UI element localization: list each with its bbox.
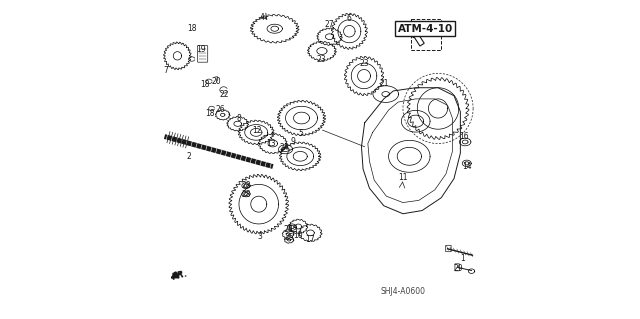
Text: 25: 25 — [284, 225, 293, 234]
Text: 18: 18 — [200, 80, 210, 89]
Text: 13: 13 — [267, 139, 276, 148]
Text: 4: 4 — [259, 13, 264, 22]
Text: 18: 18 — [187, 24, 196, 33]
Text: FR.: FR. — [170, 269, 189, 281]
Text: 15: 15 — [288, 225, 298, 234]
Text: 23: 23 — [317, 56, 326, 64]
Text: 6: 6 — [346, 14, 351, 23]
Text: 8: 8 — [236, 114, 241, 123]
FancyArrow shape — [413, 31, 424, 46]
Text: 27: 27 — [324, 20, 334, 29]
Text: 22: 22 — [220, 90, 229, 99]
Text: 23: 23 — [359, 59, 369, 68]
Text: 1: 1 — [461, 254, 465, 263]
Text: 10: 10 — [294, 231, 303, 240]
Text: 9: 9 — [291, 137, 295, 146]
Text: 16: 16 — [460, 132, 469, 141]
Text: 18: 18 — [205, 109, 214, 118]
Text: 5: 5 — [298, 130, 303, 138]
Text: 20: 20 — [211, 77, 221, 86]
Text: 7: 7 — [164, 66, 169, 75]
Text: 3: 3 — [257, 232, 262, 241]
Text: 19: 19 — [196, 45, 206, 54]
Text: 17: 17 — [306, 235, 316, 244]
Text: 21: 21 — [380, 79, 389, 88]
Text: 25: 25 — [284, 233, 294, 242]
Text: 26: 26 — [216, 105, 225, 114]
Text: 11: 11 — [398, 173, 408, 182]
Text: 29: 29 — [454, 264, 463, 273]
Text: 2: 2 — [187, 152, 191, 161]
FancyBboxPatch shape — [445, 245, 451, 252]
Text: SHJ4-A0600: SHJ4-A0600 — [380, 287, 426, 296]
Text: 28: 28 — [241, 190, 251, 199]
Text: 24: 24 — [280, 143, 289, 152]
Text: 28: 28 — [241, 181, 251, 189]
Text: ATM-4-10: ATM-4-10 — [397, 24, 453, 34]
Text: 12: 12 — [252, 126, 262, 135]
Text: 14: 14 — [462, 162, 472, 171]
FancyBboxPatch shape — [455, 264, 460, 271]
